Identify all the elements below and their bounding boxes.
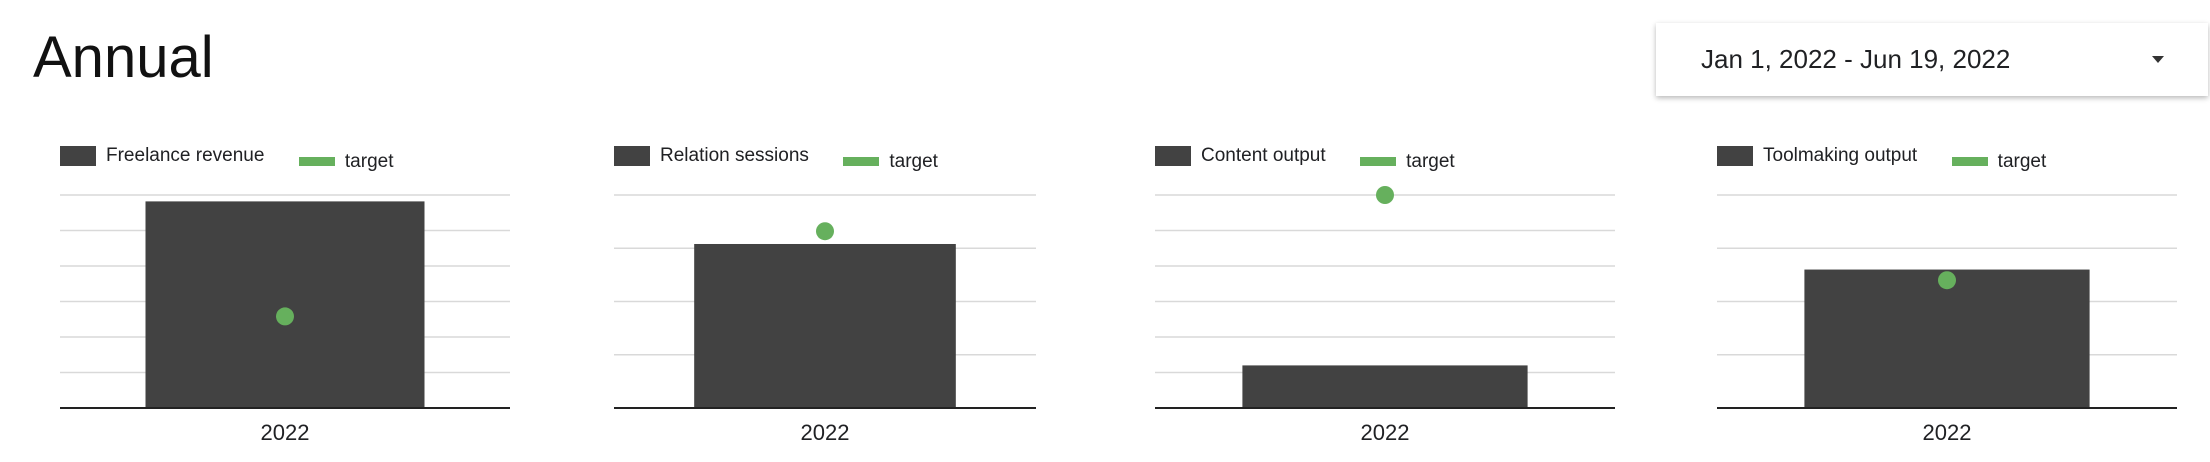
x-tick-label: 2022: [1361, 420, 1410, 445]
caret-down-icon[interactable]: [2152, 56, 2164, 63]
legend-label: Content output: [1201, 145, 1326, 166]
legend-label: Toolmaking output: [1763, 145, 1918, 166]
target-swatch-icon: [843, 157, 880, 166]
target-swatch-icon: [1360, 157, 1397, 166]
target-point: [1938, 271, 1956, 290]
legend-item-bar[interactable]: Relation sessions: [614, 145, 809, 167]
target-point: [276, 307, 294, 326]
legend-label: target: [1406, 150, 1455, 172]
target-swatch-icon: [298, 157, 335, 166]
legend-item-bar[interactable]: Toolmaking output: [1717, 145, 1917, 167]
bar: [1804, 269, 2090, 408]
legend-label: target: [344, 150, 394, 172]
plot-area: 2022: [60, 194, 510, 445]
bar-swatch-icon: [614, 146, 650, 166]
x-tick-label: 2022: [1923, 420, 1972, 445]
legend-item-target[interactable]: target: [1360, 151, 1455, 173]
chart-content-output: Content output target 2022: [1155, 140, 1615, 460]
chart-legend: Toolmaking output target: [1717, 145, 2076, 172]
legend-label: Freelance revenue: [106, 145, 265, 166]
plot-area: 2022: [614, 194, 1036, 445]
target-point: [1376, 186, 1394, 204]
chart-toolmaking-output: Toolmaking output target 2022: [1717, 140, 2177, 460]
legend-label: target: [1997, 150, 2047, 172]
bar-swatch-icon: [1155, 146, 1191, 166]
chart-legend: Content output target: [1155, 145, 1485, 172]
plot-area: 2022: [1155, 186, 1615, 445]
plot-area: 2022: [1717, 194, 2177, 445]
chart-relation-sessions: Relation sessions target 2022: [614, 140, 1036, 460]
legend-label: Relation sessions: [660, 145, 809, 166]
bar: [1242, 365, 1528, 408]
page-title: Annual: [33, 25, 214, 90]
target-swatch-icon: [1951, 157, 1988, 166]
chart-legend: Freelance revenue target: [60, 145, 423, 172]
bar-swatch-icon: [60, 146, 96, 166]
chart-freelance-revenue: Freelance revenue target 2022: [60, 140, 510, 460]
bar: [694, 243, 956, 408]
date-range-label: Jan 1, 2022 - Jun 19, 2022: [1701, 44, 2011, 74]
x-tick-label: 2022: [261, 420, 310, 445]
legend-item-target[interactable]: target: [298, 150, 394, 173]
legend-item-target[interactable]: target: [843, 151, 938, 173]
legend-item-bar[interactable]: Freelance revenue: [60, 145, 264, 167]
x-tick-label: 2022: [801, 420, 850, 445]
legend-item-bar[interactable]: Content output: [1155, 145, 1326, 167]
legend-label: target: [889, 150, 938, 172]
legend-item-target[interactable]: target: [1951, 150, 2047, 173]
target-point: [816, 222, 834, 241]
date-range-picker[interactable]: Jan 1, 2022 - Jun 19, 2022: [1656, 23, 2208, 96]
bar: [145, 201, 425, 408]
chart-legend: Relation sessions target: [614, 145, 968, 172]
bar-swatch-icon: [1717, 146, 1753, 166]
